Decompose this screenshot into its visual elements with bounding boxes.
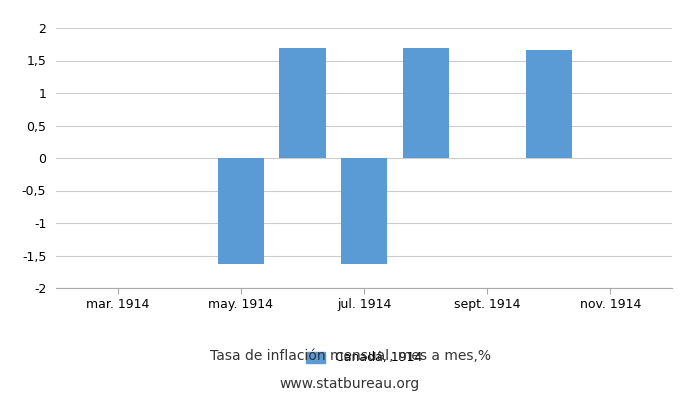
- Text: Tasa de inflación mensual, mes a mes,%: Tasa de inflación mensual, mes a mes,%: [209, 349, 491, 363]
- Bar: [218, 158, 264, 264]
- Bar: [279, 48, 326, 158]
- Bar: [526, 50, 572, 158]
- Text: www.statbureau.org: www.statbureau.org: [280, 377, 420, 391]
- Bar: [341, 158, 387, 264]
- Legend: Canadá, 1914: Canadá, 1914: [306, 352, 422, 364]
- Bar: [402, 48, 449, 158]
